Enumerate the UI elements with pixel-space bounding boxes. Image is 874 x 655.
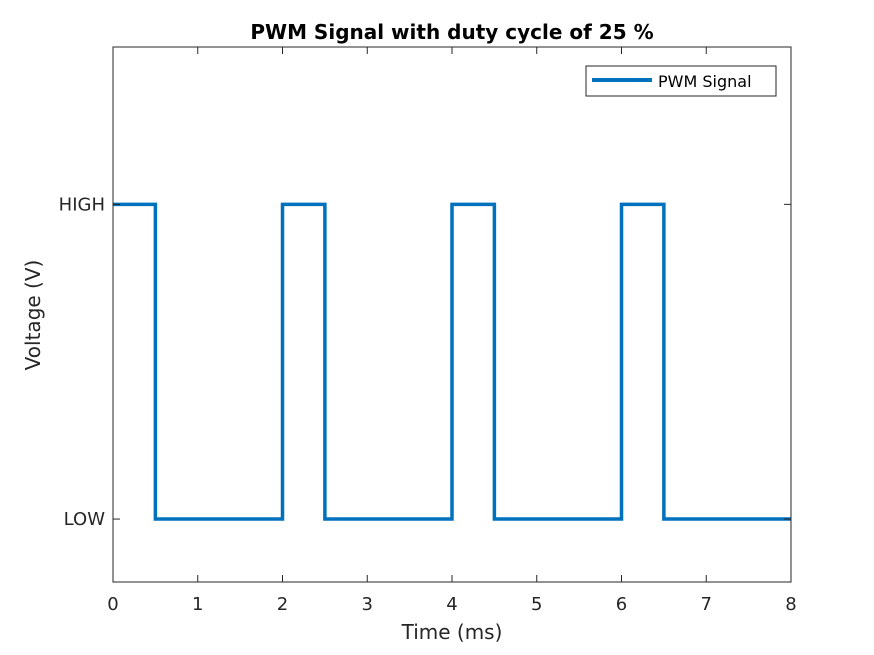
legend-label-pwm-signal: PWM Signal [658, 72, 752, 91]
y-tick-label-low: LOW [64, 509, 106, 530]
y-tick-label-high: HIGH [59, 194, 105, 215]
x-tick-label-2: 2 [277, 594, 288, 615]
y-axis-label: Voltage (V) [21, 260, 45, 371]
legend: PWM Signal [585, 65, 777, 97]
series-line-pwm-signal [113, 202, 791, 521]
x-tick-label-0: 0 [107, 594, 118, 615]
ticks-layer: 0 1 2 3 4 5 6 7 8 LOW HIGH [59, 47, 797, 615]
chart-title: PWM Signal with duty cycle of 25 % [250, 20, 653, 44]
legend-box [585, 65, 777, 97]
x-tick-label-4: 4 [446, 594, 457, 615]
x-tick-label-5: 5 [531, 594, 542, 615]
x-tick-label-8: 8 [785, 594, 796, 615]
x-tick-label-1: 1 [192, 594, 203, 615]
x-tick-label-6: 6 [616, 594, 627, 615]
x-axis-label: Time (ms) [401, 620, 503, 644]
series-layer [113, 202, 791, 521]
x-tick-label-3: 3 [362, 594, 373, 615]
x-tick-label-7: 7 [701, 594, 712, 615]
